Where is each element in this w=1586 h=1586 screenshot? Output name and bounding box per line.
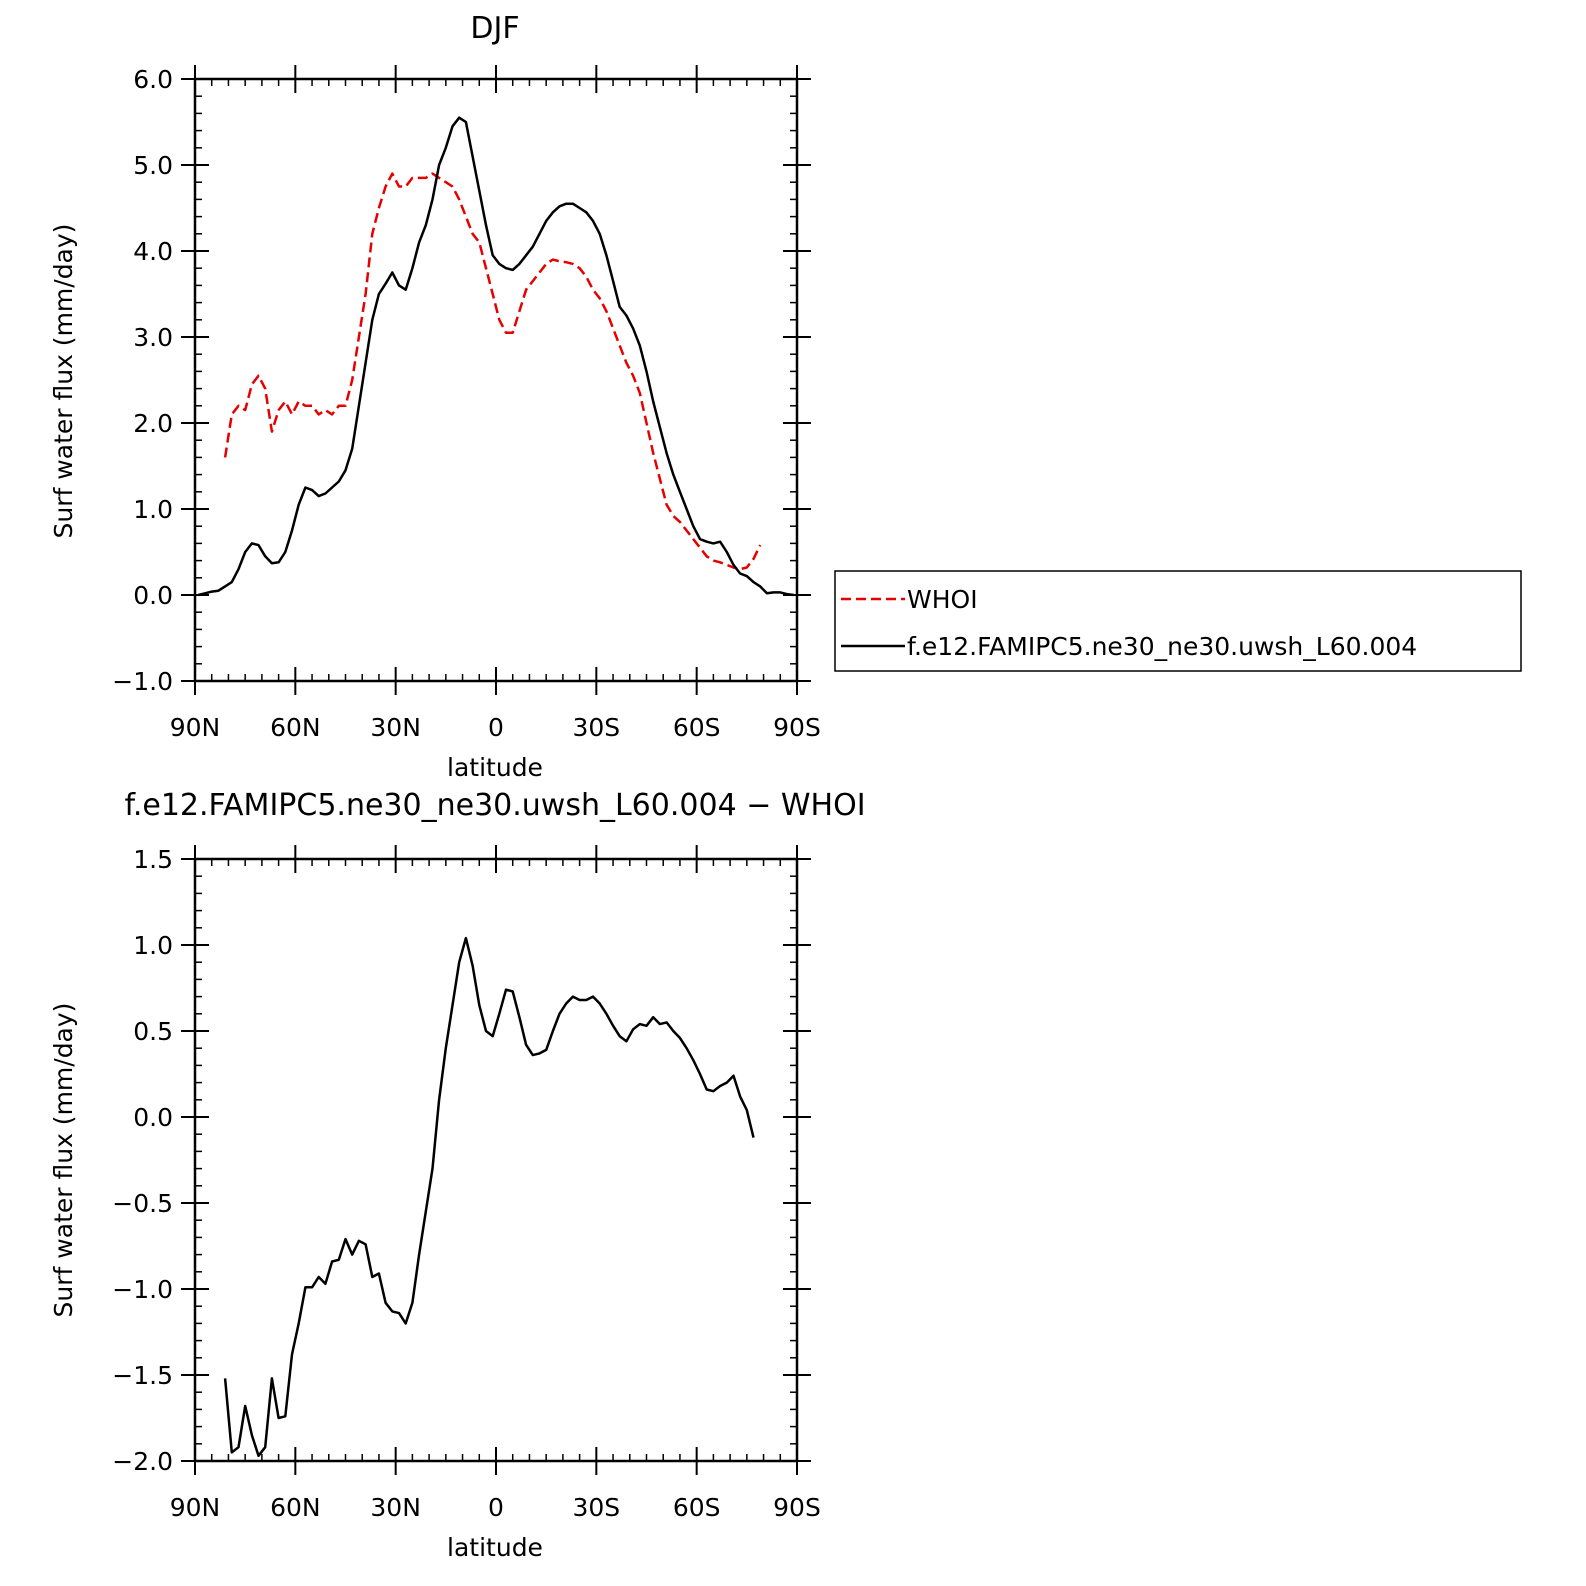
legend: WHOI f.e12.FAMIPC5.ne30_ne30.uwsh_L60.00…	[834, 570, 1522, 672]
top-y-tick-label: −1.0	[112, 667, 173, 696]
top-x-tick-label: 30S	[572, 713, 620, 742]
bottom-grid-ticks	[181, 845, 811, 1475]
top-y-axis-title: Surf water flux (mm/day)	[49, 224, 78, 539]
bottom-series-group	[223, 936, 755, 1458]
top-grid-ticks	[181, 65, 811, 695]
bottom-y-axis-label: Surf water flux (mm/day)	[49, 1003, 78, 1318]
top-y-axis-label: Surf water flux (mm/day)	[49, 224, 78, 539]
top-chart-title: DJF	[470, 11, 519, 46]
legend-box	[834, 570, 1522, 672]
bottom-y-tick-labels: −2.0 −1.5 −1.0 −0.5 0.0 0.5 1.0 1.5	[112, 845, 173, 1476]
legend-model-label: f.e12.FAMIPC5.ne30_ne30.uwsh_L60.004	[907, 632, 1417, 661]
bottom-series-line-0	[223, 936, 755, 1458]
top-y-tick-label: 1.0	[133, 495, 173, 524]
top-x-tick-label: 90N	[170, 713, 221, 742]
top-plot-frame	[193, 77, 799, 683]
top-y-tick-labels: −1.0 0.0 1.0 2.0 3.0 4.0 5.0 6.0	[112, 65, 173, 696]
bottom-x-tick-label: 0	[488, 1493, 504, 1522]
top-x-tick-label: 0	[488, 713, 504, 742]
bottom-x-axis-title: latitude	[447, 1533, 543, 1562]
bottom-plot-frame	[193, 857, 799, 1463]
bottom-x-tick-label: 60N	[270, 1493, 321, 1522]
bottom-x-tick-label: 90S	[773, 1493, 821, 1522]
bottom-y-tick-label: 1.5	[133, 845, 173, 874]
top-y-tick-label: 2.0	[133, 409, 173, 438]
top-y-tick-label: 6.0	[133, 65, 173, 94]
top-y-tick-label: 5.0	[133, 151, 173, 180]
top-series-group	[197, 116, 794, 597]
top-x-tick-label: 60N	[270, 713, 321, 742]
bottom-y-tick-label: 1.0	[133, 931, 173, 960]
bottom-x-tick-label: 60S	[673, 1493, 721, 1522]
bottom-chart-title: f.e12.FAMIPC5.ne30_ne30.uwsh_L60.004 − W…	[124, 788, 865, 823]
top-y-tick-label: 4.0	[133, 237, 173, 266]
bottom-y-tick-label: −2.0	[112, 1447, 173, 1476]
bottom-y-tick-label: −1.5	[112, 1361, 173, 1390]
top-x-tick-label: 30N	[370, 713, 421, 742]
top-y-tick-label: 0.0	[133, 581, 173, 610]
top-series-line-1	[197, 116, 794, 597]
top-x-tick-label: 90S	[773, 713, 821, 742]
bottom-x-tick-label: 30S	[572, 1493, 620, 1522]
top-x-tick-labels: 90N 60N 30N 0 30S 60S 90S	[170, 713, 821, 742]
top-x-axis-title: latitude	[447, 753, 543, 782]
bottom-y-tick-label: −0.5	[112, 1189, 173, 1218]
bottom-x-tick-labels: 90N 60N 30N 0 30S 60S 90S	[170, 1493, 821, 1522]
bottom-y-tick-label: 0.5	[133, 1017, 173, 1046]
top-x-tick-label: 60S	[673, 713, 721, 742]
bottom-chart: f.e12.FAMIPC5.ne30_ne30.uwsh_L60.004 − W…	[49, 788, 866, 1562]
top-chart: DJF Surf water flux (mm/day) −1.0 0.0 1.0 2…	[49, 11, 821, 782]
bottom-y-tick-label: 0.0	[133, 1103, 173, 1132]
bottom-x-tick-label: 90N	[170, 1493, 221, 1522]
bottom-y-tick-label: −1.0	[112, 1275, 173, 1304]
legend-whoi-label: WHOI	[907, 585, 978, 614]
bottom-x-tick-label: 30N	[370, 1493, 421, 1522]
bottom-y-axis-title: Surf water flux (mm/day)	[49, 1003, 78, 1318]
top-y-tick-label: 3.0	[133, 323, 173, 352]
top-series-line-0	[223, 172, 762, 571]
